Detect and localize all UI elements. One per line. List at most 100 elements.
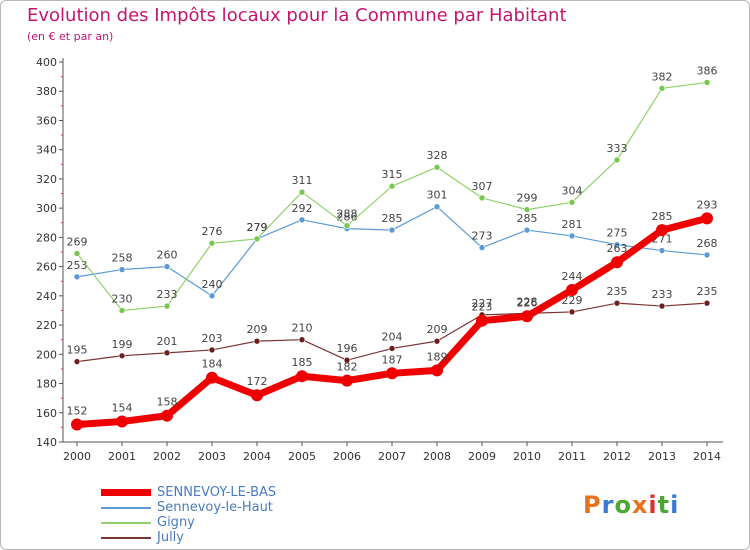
y-tick-label: 300 (36, 202, 57, 215)
y-tick-label: 340 (36, 144, 57, 157)
data-label: 210 (292, 322, 313, 335)
data-point (701, 212, 713, 225)
data-label: 199 (112, 338, 133, 351)
data-point (613, 299, 621, 307)
logo-letter: i (670, 491, 680, 519)
data-label: 311 (292, 174, 313, 187)
logo-letter: o (614, 491, 632, 519)
x-tick-label: 2001 (108, 450, 136, 463)
data-point (251, 389, 263, 402)
legend-item-sennevoy-le-haut[interactable]: Sennevoy-le-Haut (101, 500, 361, 515)
data-point (208, 239, 216, 247)
data-point (388, 182, 396, 190)
data-point (478, 244, 486, 251)
legend-item-gigny[interactable]: Gigny (101, 515, 361, 530)
data-label: 285 (382, 212, 403, 225)
data-point (703, 79, 711, 86)
chart-subtitle: (en € et par an) (27, 30, 114, 43)
data-point (703, 251, 711, 259)
data-label: 288 (337, 208, 358, 221)
data-label: 386 (697, 64, 718, 77)
y-tick-label: 400 (36, 56, 57, 69)
data-point (163, 349, 171, 357)
data-label: 292 (292, 202, 313, 215)
y-tick-label: 320 (36, 173, 57, 186)
data-point (658, 302, 666, 310)
data-point (433, 337, 441, 345)
data-point (431, 364, 443, 377)
data-label: 209 (427, 323, 448, 336)
data-point (116, 415, 128, 428)
data-label: 258 (112, 252, 133, 265)
y-tick-label: 140 (36, 436, 57, 449)
data-label: 263 (607, 242, 628, 255)
data-label: 275 (607, 227, 628, 240)
logo-letter: t (657, 491, 671, 519)
data-point (298, 188, 306, 196)
chart-title: Evolution des Impôts locaux pour la Comm… (27, 5, 567, 26)
data-label: 279 (247, 221, 268, 234)
data-label: 304 (562, 184, 583, 197)
data-point (253, 337, 261, 345)
series-line (76, 81, 708, 312)
data-label: 158 (157, 396, 178, 409)
data-label: 223 (472, 301, 493, 314)
x-tick-label: 2003 (198, 450, 226, 463)
data-label: 281 (562, 218, 583, 231)
data-label: 154 (112, 402, 133, 415)
data-label: 233 (157, 288, 178, 301)
x-tick-label: 2009 (468, 450, 496, 463)
data-point (433, 203, 441, 210)
data-point (163, 263, 171, 270)
data-point (566, 284, 578, 296)
legend-label: Jully (157, 530, 184, 545)
data-point (568, 232, 576, 240)
data-label: 184 (202, 358, 223, 371)
data-point (476, 314, 488, 327)
data-label: 189 (427, 350, 448, 363)
logo-letter: r (601, 491, 615, 519)
x-tick-label: 2011 (558, 450, 586, 463)
data-point (161, 409, 173, 422)
data-point (73, 358, 81, 365)
data-point (208, 346, 216, 354)
x-tick-label: 2007 (378, 450, 406, 463)
data-label: 235 (607, 285, 628, 298)
data-point (118, 266, 126, 273)
data-label: 209 (247, 323, 268, 336)
data-label: 187 (382, 353, 403, 366)
data-label: 226 (517, 296, 538, 309)
data-label: 328 (427, 149, 448, 162)
x-tick-label: 2008 (423, 450, 451, 463)
data-label: 235 (697, 285, 718, 298)
y-tick-label: 180 (36, 378, 57, 391)
data-point (523, 226, 531, 234)
data-point (296, 370, 308, 383)
legend-label: Gigny (157, 515, 195, 530)
data-label: 182 (337, 361, 358, 374)
x-tick-label: 2002 (153, 450, 181, 463)
data-label: 244 (562, 270, 583, 283)
x-tick-label: 2000 (63, 450, 91, 463)
data-point (343, 222, 351, 229)
data-label: 185 (292, 356, 313, 369)
data-point (658, 85, 666, 92)
x-tick-label: 2004 (243, 450, 271, 463)
data-label: 301 (427, 189, 448, 202)
data-label: 299 (517, 192, 538, 205)
logo-letter: P (583, 491, 602, 519)
data-label: 269 (67, 235, 88, 248)
data-point (386, 367, 398, 380)
data-point (73, 250, 81, 257)
y-tick-label: 280 (36, 231, 57, 244)
y-tick-label: 260 (36, 261, 57, 274)
data-label: 315 (382, 168, 403, 181)
data-label: 195 (67, 344, 88, 357)
legend-item-jully[interactable]: Jully (101, 530, 361, 545)
data-label: 196 (337, 342, 358, 355)
data-label: 204 (382, 330, 403, 343)
data-label: 203 (202, 332, 223, 345)
legend-item-sennevoy-le-bas[interactable]: SENNEVOY-LE-BAS (101, 485, 361, 500)
data-point (163, 302, 171, 310)
